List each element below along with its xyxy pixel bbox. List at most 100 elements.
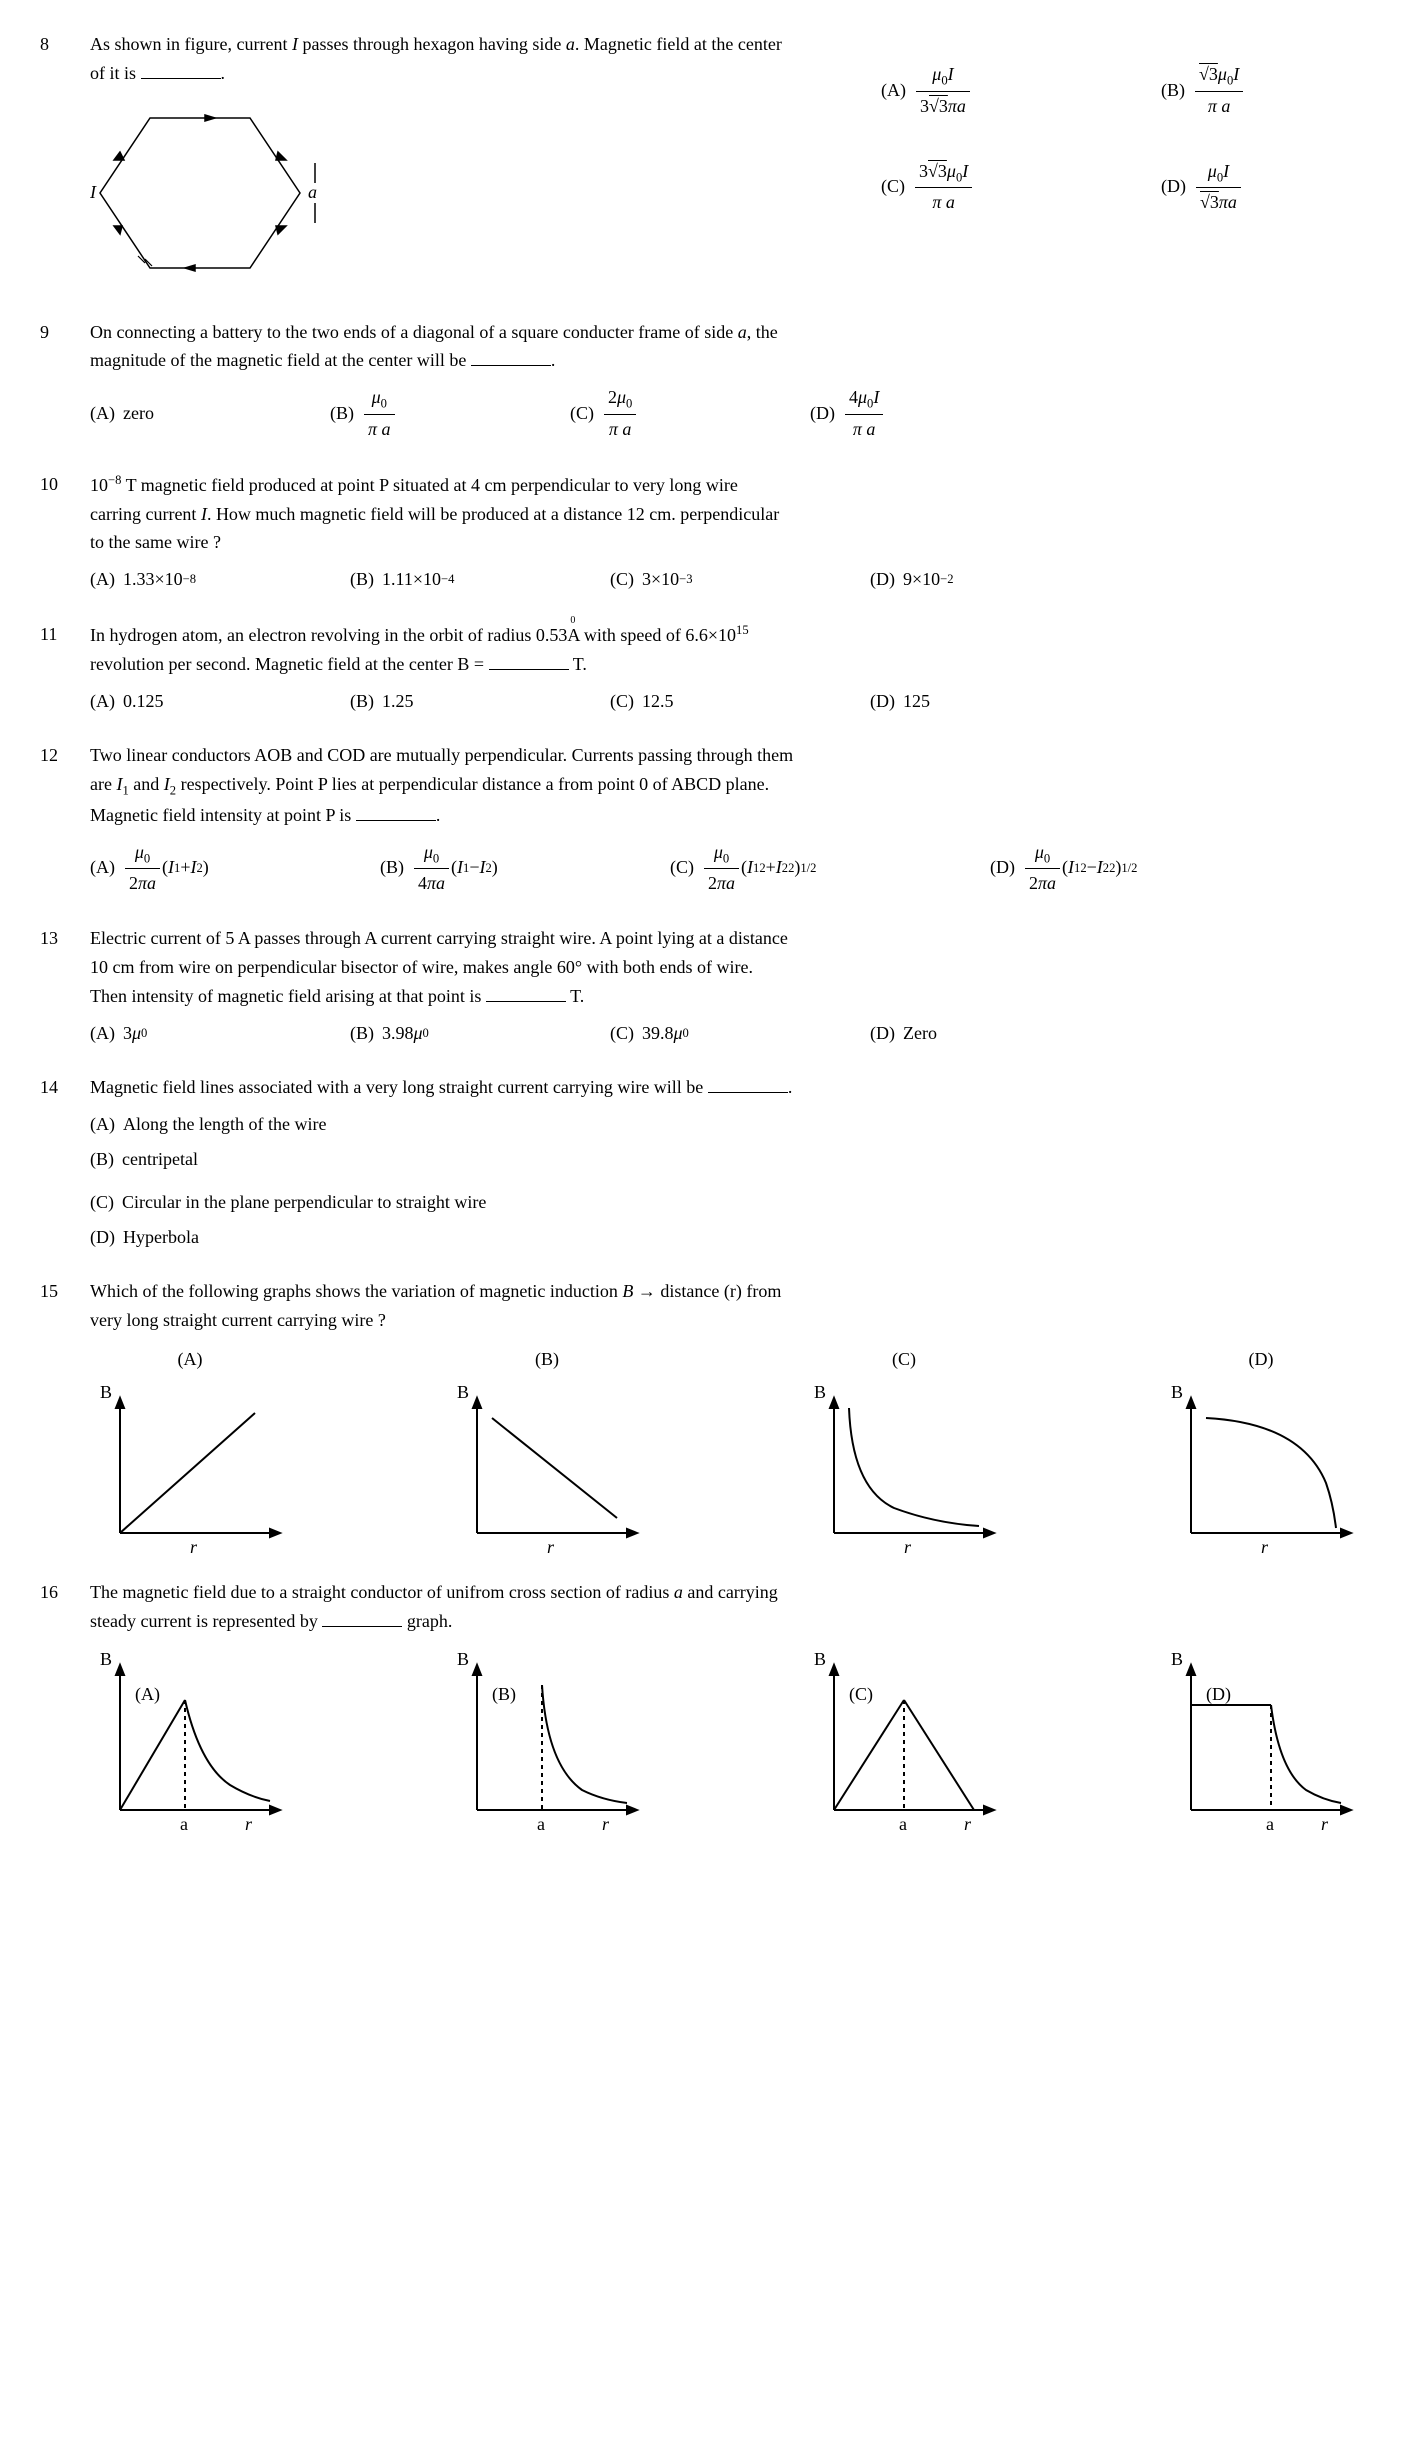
q10-optD: (D) 9×10−2 — [870, 565, 1090, 594]
q14-number: 14 — [40, 1073, 90, 1257]
q9-a: a — [738, 322, 747, 342]
q8-number: 8 — [40, 30, 90, 298]
svg-text:B: B — [100, 1649, 112, 1669]
q10-text4: . How much magnetic field will be produc… — [207, 504, 779, 524]
q12-optB: (B) μ04πa (I1−I2) — [380, 838, 630, 899]
blank — [356, 802, 436, 821]
q8-text-1c: . Magnetic field at the center — [575, 34, 782, 54]
svg-text:B: B — [457, 1382, 469, 1402]
svg-text:a: a — [308, 182, 317, 202]
q16-graphC: B (C) a r — [804, 1645, 1004, 1845]
q14-text1: Magnetic field lines associated with a v… — [90, 1077, 703, 1097]
question-10: 10 10−8 T magnetic field produced at poi… — [40, 470, 1361, 600]
q14-optA: (A)Along the length of the wire — [90, 1110, 853, 1139]
svg-text:r: r — [602, 1814, 610, 1834]
q10-number: 10 — [40, 470, 90, 600]
question-13: 13 Electric current of 5 A passes throug… — [40, 924, 1361, 1053]
q13-text4: T. — [570, 986, 584, 1006]
q16-text4: graph. — [407, 1611, 452, 1631]
question-8: 8 As shown in figure, current I passes t… — [40, 30, 1361, 298]
blank — [141, 60, 221, 79]
question-9: 9 On connecting a battery to the two end… — [40, 318, 1361, 450]
q12-text3: and — [133, 774, 159, 794]
q10-exp1: −8 — [108, 473, 121, 487]
q14-optC: (C)Circular in the plane perpendicular t… — [90, 1188, 853, 1217]
question-16: 16 The magnetic field due to a straight … — [40, 1578, 1361, 1846]
q13-optC: (C)39.8 μ0 — [610, 1019, 830, 1048]
q15-graphB: (B) B r — [447, 1345, 647, 1558]
svg-text:(B): (B) — [492, 1684, 516, 1705]
q11-optA: (A)0.125 — [90, 687, 310, 716]
q16-text1: The magnetic field due to a straight con… — [90, 1582, 669, 1602]
svg-text:B: B — [457, 1649, 469, 1669]
q14-optB: (B)centripetal — [90, 1145, 535, 1174]
q8-optC: (C) 3√3μ0Iπ a — [881, 157, 1041, 218]
q10-optA: (A) 1.33×10−8 — [90, 565, 310, 594]
q9-optD: (D) 4μ0Iπ a — [810, 383, 1010, 444]
q13-number: 13 — [40, 924, 90, 1053]
q13-text3: Then intensity of magnetic field arising… — [90, 986, 481, 1006]
q8-I: I — [292, 34, 298, 54]
svg-text:r: r — [547, 1537, 555, 1557]
q11-text2: with speed of — [584, 625, 681, 645]
q8-text-1: As shown in figure, current — [90, 34, 287, 54]
q8-a: a — [566, 34, 575, 54]
q8-figure: I a — [90, 98, 821, 288]
svg-text:(D): (D) — [1206, 1684, 1231, 1705]
q9-number: 9 — [40, 318, 90, 450]
q11-text3: revolution per second. Magnetic field at… — [90, 654, 484, 674]
question-11: 11 In hydrogen atom, an electron revolvi… — [40, 620, 1361, 721]
q12-optC: (C) μ02πa (I12+I22)1/2 — [670, 838, 950, 899]
q13-text2: 10 cm from wire on perpendicular bisecto… — [90, 957, 753, 977]
svg-text:(A): (A) — [135, 1684, 160, 1705]
svg-text:r: r — [904, 1537, 912, 1557]
q11-number: 11 — [40, 620, 90, 721]
q12-number: 12 — [40, 741, 90, 904]
q16-graphA: B (A) a r — [90, 1645, 290, 1845]
q13-text1: Electric current of 5 A passes through A… — [90, 928, 788, 948]
blank — [471, 347, 551, 366]
q8-body: As shown in figure, current I passes thr… — [90, 30, 1361, 298]
q12-text4: respectively. Point P lies at perpendicu… — [181, 774, 770, 794]
q8-text-1b: passes through hexagon having side — [302, 34, 561, 54]
svg-text:a: a — [899, 1814, 907, 1834]
q9-optC: (C) 2μ0π a — [570, 383, 770, 444]
blank — [489, 651, 569, 670]
q10-text5: to the same wire ? — [90, 532, 221, 552]
svg-text:B: B — [1171, 1382, 1183, 1402]
q9-text1: On connecting a battery to the two ends … — [90, 322, 733, 342]
svg-text:I: I — [90, 182, 97, 202]
q16-number: 16 — [40, 1578, 90, 1846]
q15-number: 15 — [40, 1277, 90, 1557]
blank — [322, 1608, 402, 1627]
q16-text3: steady current is represented by — [90, 1611, 318, 1631]
q8-optB: (B) √3μ0Iπ a — [1161, 60, 1321, 121]
question-15: 15 Which of the following graphs shows t… — [40, 1277, 1361, 1557]
svg-text:r: r — [190, 1537, 198, 1557]
q9-optB: (B) μ0π a — [330, 383, 530, 444]
q8-optA: (A) μ0I3√3πa — [881, 60, 1041, 121]
svg-text:r: r — [1261, 1537, 1269, 1557]
q15-text2: distance (r) from — [660, 1281, 781, 1301]
q14-optD: (D)Hyperbola — [90, 1223, 535, 1252]
question-14: 14 Magnetic field lines associated with … — [40, 1073, 1361, 1257]
q13-optB: (B)3.98 μ0 — [350, 1019, 570, 1048]
q11-text1: In hydrogen atom, an electron revolving … — [90, 625, 531, 645]
q16-text2: and carrying — [687, 1582, 777, 1602]
svg-text:a: a — [180, 1814, 188, 1834]
svg-text:(C): (C) — [849, 1684, 873, 1705]
svg-text:r: r — [245, 1814, 253, 1834]
q15-text1: Which of the following graphs shows the … — [90, 1281, 618, 1301]
q10-optB: (B) 1.11×10−4 — [350, 565, 570, 594]
q11-optC: (C)12.5 — [610, 687, 830, 716]
q15-graphA: (A) B r — [90, 1345, 290, 1558]
svg-text:B: B — [814, 1382, 826, 1402]
svg-text:a: a — [1266, 1814, 1274, 1834]
q12-text5: Magnetic field intensity at point P is — [90, 805, 351, 825]
q11-optD: (D)125 — [870, 687, 1090, 716]
q12-text2: are — [90, 774, 112, 794]
svg-text:B: B — [814, 1649, 826, 1669]
svg-text:a: a — [537, 1814, 545, 1834]
q9-text2: , the — [747, 322, 778, 342]
q10-text1: 10 — [90, 475, 108, 495]
